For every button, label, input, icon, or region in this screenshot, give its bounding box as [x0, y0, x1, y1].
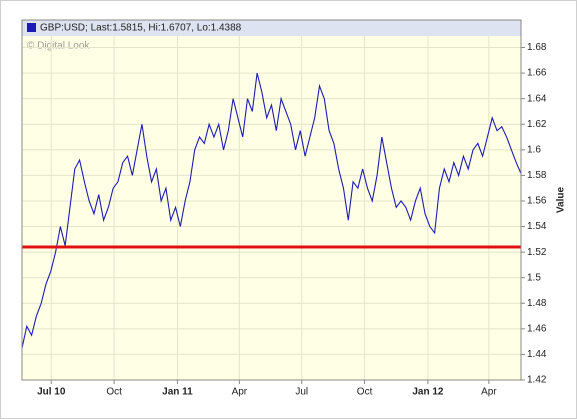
plot-frame: [21, 19, 522, 381]
y-tick-label: 1.44: [527, 349, 547, 360]
y-tick-label: 1.46: [527, 323, 547, 334]
x-tick-label: Oct: [106, 387, 122, 398]
x-tick-label: Jul 10: [37, 387, 66, 398]
y-tick-label: 1.52: [527, 247, 547, 258]
y-tick-label: 1.48: [527, 298, 547, 309]
y-tick-label: 1.62: [527, 119, 547, 130]
x-tick-label: Apr: [481, 387, 497, 398]
y-tick-label: 1.5: [527, 272, 541, 283]
y-tick-label: 1.56: [527, 196, 547, 207]
y-tick-label: 1.68: [527, 42, 547, 53]
y-tick-label: 1.42: [527, 375, 547, 386]
y-tick-label: 1.66: [527, 68, 547, 79]
x-tick-label: Jan 11: [162, 387, 193, 398]
y-tick-label: 1.54: [527, 221, 547, 232]
y-tick-label: 1.58: [527, 170, 547, 181]
x-tick-label: Apr: [232, 387, 248, 398]
legend-text: GBP:USD; Last:1.5815, Hi:1.6707, Lo:1.43…: [40, 23, 242, 34]
price-line: [21, 72, 522, 349]
y-tick-label: 1.6: [527, 144, 541, 155]
legend-bar: [22, 20, 521, 36]
y-tick-label: 1.64: [527, 93, 547, 104]
legend-swatch: [27, 23, 36, 32]
y-axis-label: Value: [556, 187, 567, 214]
x-tick-label: Oct: [357, 387, 373, 398]
watermark: © Digital Look: [27, 41, 90, 52]
x-tick-label: Jul: [295, 387, 308, 398]
x-tick-label: Jan 12: [412, 387, 444, 398]
